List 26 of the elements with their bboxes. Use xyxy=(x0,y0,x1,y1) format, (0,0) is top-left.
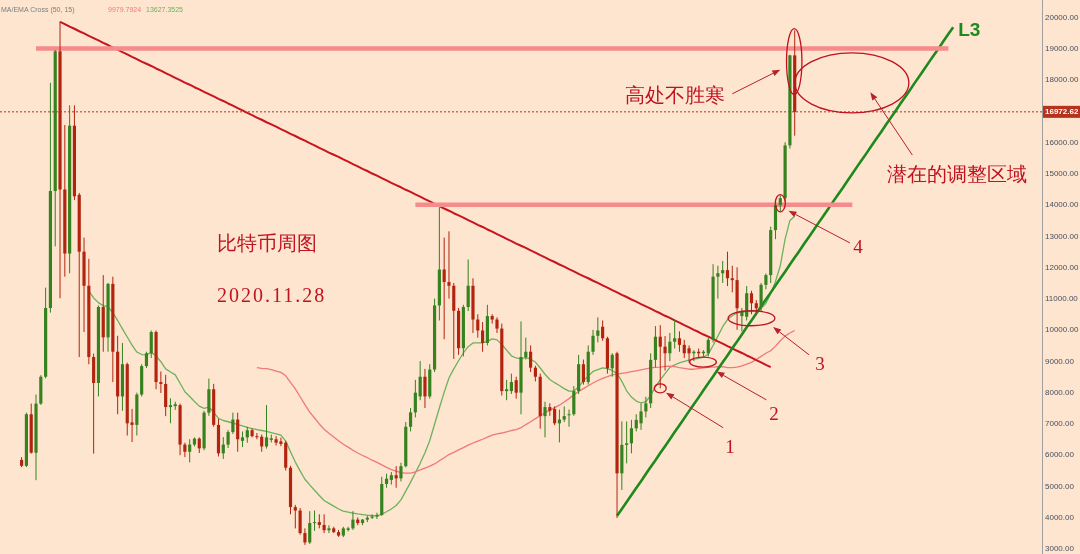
y-tick-label: 19000.00 xyxy=(1045,43,1079,53)
annotation: 3 xyxy=(815,352,825,374)
annotation: 高处不胜寒 xyxy=(625,84,725,106)
y-tick-label: 15000.00 xyxy=(1045,169,1079,179)
y-tick-label: 4000.00 xyxy=(1045,512,1075,522)
y-tick-label: 12000.00 xyxy=(1045,262,1079,272)
ref-line-label: 16972.62 xyxy=(1045,107,1079,117)
y-tick-label: 7000.00 xyxy=(1045,419,1075,429)
y-tick-label: 3000.00 xyxy=(1045,544,1075,554)
y-tick-label: 13000.00 xyxy=(1045,231,1079,241)
y-tick-label: 16000.00 xyxy=(1045,137,1079,147)
annotation: 4 xyxy=(853,235,863,257)
y-tick-label: 20000.00 xyxy=(1045,12,1079,22)
y-tick-label: 18000.00 xyxy=(1045,75,1079,85)
annotation: 1 xyxy=(725,435,735,457)
y-tick-label: 5000.00 xyxy=(1045,481,1075,491)
annotation: 2 xyxy=(769,402,779,424)
annotation: 潜在的调整区域 xyxy=(887,163,1027,185)
y-tick-label: 9000.00 xyxy=(1045,356,1075,366)
y-tick-label: 10000.00 xyxy=(1045,325,1079,335)
y-tick-label: 8000.00 xyxy=(1045,387,1075,397)
y-tick-label: 14000.00 xyxy=(1045,200,1079,210)
y-tick-label: 11000.00 xyxy=(1045,294,1079,304)
annotation: 比特币周图 xyxy=(217,232,317,254)
y-tick-label: 6000.00 xyxy=(1045,450,1075,460)
annotation: 2020.11.28 xyxy=(217,284,327,306)
